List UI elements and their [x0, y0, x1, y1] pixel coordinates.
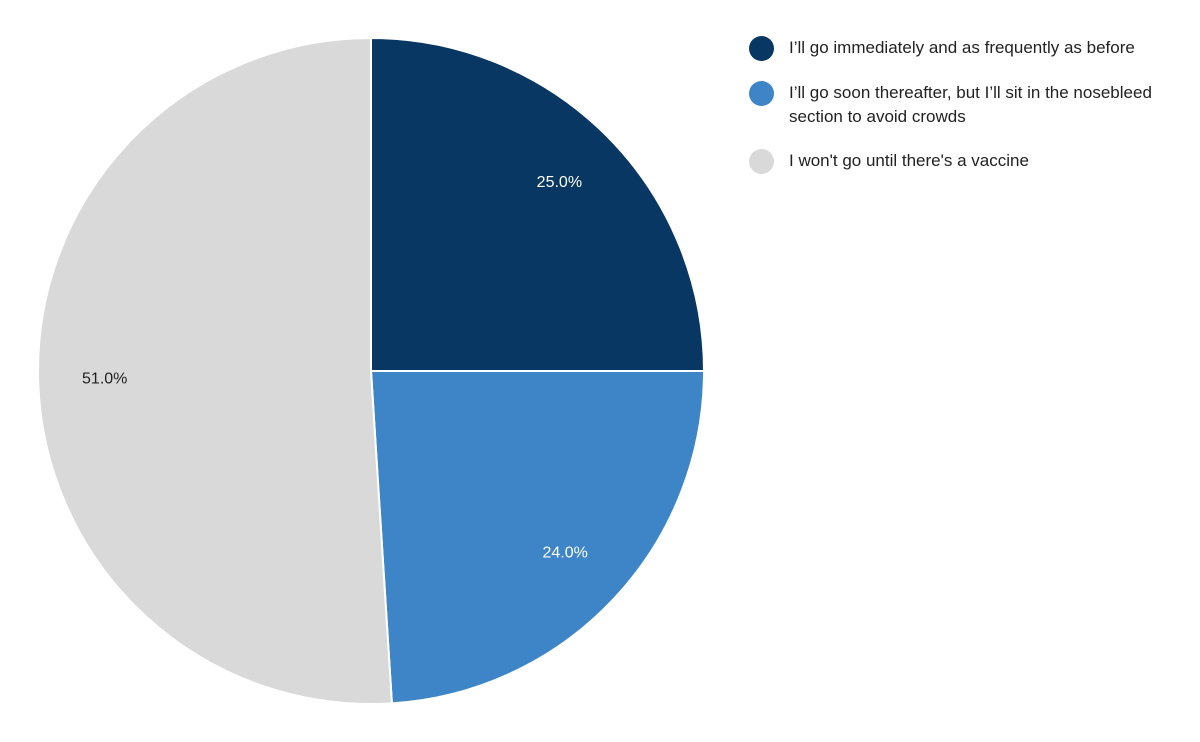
- legend-swatch: [749, 149, 774, 174]
- legend-label: I’ll go soon thereafter, but I’ll sit in…: [789, 83, 1152, 126]
- legend-swatch: [749, 36, 774, 61]
- legend-swatch: [749, 81, 774, 106]
- legend-label: I’ll go immediately and as frequently as…: [789, 38, 1135, 57]
- pie-slice: [37, 36, 393, 705]
- legend-item: I’ll go immediately and as frequently as…: [749, 36, 1189, 61]
- legend: I’ll go immediately and as frequently as…: [749, 36, 1189, 194]
- pie-slice: [370, 36, 706, 372]
- pie-slice: [369, 370, 706, 705]
- chart: 25.0% 24.0% 51.0%: [37, 36, 706, 705]
- data-label: 24.0%: [543, 545, 588, 562]
- legend-item: I’ll go soon thereafter, but I’ll sit in…: [749, 81, 1189, 129]
- legend-item: I won't go until there's a vaccine: [749, 149, 1189, 174]
- legend-label: I won't go until there's a vaccine: [789, 151, 1029, 170]
- data-label: 51.0%: [82, 371, 127, 388]
- data-label: 25.0%: [537, 174, 582, 191]
